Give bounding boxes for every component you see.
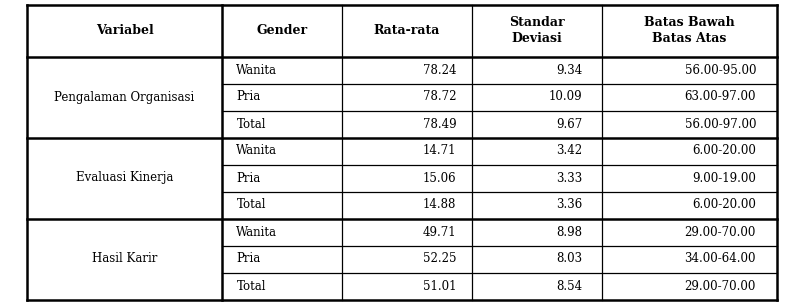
Text: Pria: Pria: [236, 171, 260, 185]
Bar: [601, 164, 776, 192]
Bar: [471, 164, 601, 192]
Bar: [222, 164, 341, 192]
Text: 15.06: 15.06: [422, 171, 456, 185]
Text: 9.67: 9.67: [556, 118, 582, 130]
Text: 49.71: 49.71: [422, 226, 456, 239]
Text: 14.88: 14.88: [422, 199, 456, 212]
Text: 8.54: 8.54: [556, 279, 582, 292]
Bar: [341, 272, 471, 299]
Bar: [341, 246, 471, 272]
Text: 78.24: 78.24: [422, 64, 456, 77]
Bar: [471, 110, 601, 137]
Bar: [27, 84, 222, 110]
Bar: [27, 137, 222, 164]
Bar: [471, 137, 601, 164]
Bar: [27, 110, 222, 137]
Bar: [471, 219, 601, 246]
Text: Total: Total: [236, 118, 266, 130]
Text: 56.00-95.00: 56.00-95.00: [683, 64, 755, 77]
Text: 3.36: 3.36: [556, 199, 582, 212]
Text: 63.00-97.00: 63.00-97.00: [683, 91, 755, 103]
Text: 3.33: 3.33: [556, 171, 582, 185]
Bar: [341, 57, 471, 84]
Text: 78.72: 78.72: [422, 91, 456, 103]
Bar: [471, 192, 601, 219]
Bar: [27, 219, 222, 246]
Text: 10.09: 10.09: [548, 91, 582, 103]
Text: 3.42: 3.42: [556, 144, 582, 157]
Bar: [222, 110, 341, 137]
Text: 56.00-97.00: 56.00-97.00: [683, 118, 755, 130]
Text: Wanita: Wanita: [236, 226, 277, 239]
Bar: [222, 57, 341, 84]
Text: Evaluasi Kinerja: Evaluasi Kinerja: [75, 171, 173, 185]
Bar: [471, 246, 601, 272]
Text: 34.00-64.00: 34.00-64.00: [683, 253, 755, 265]
Bar: [341, 164, 471, 192]
Bar: [341, 84, 471, 110]
Bar: [27, 57, 222, 84]
Text: 29.00-70.00: 29.00-70.00: [684, 226, 755, 239]
Text: 6.00-20.00: 6.00-20.00: [691, 144, 755, 157]
Text: 9.00-19.00: 9.00-19.00: [691, 171, 755, 185]
Text: 78.49: 78.49: [422, 118, 456, 130]
Bar: [601, 246, 776, 272]
Text: 8.03: 8.03: [556, 253, 582, 265]
Text: 9.34: 9.34: [556, 64, 582, 77]
Text: 14.71: 14.71: [422, 144, 456, 157]
Bar: [341, 192, 471, 219]
Text: Pengalaman Organisasi: Pengalaman Organisasi: [55, 91, 194, 103]
Text: 51.01: 51.01: [422, 279, 456, 292]
Bar: [601, 137, 776, 164]
Bar: [222, 192, 341, 219]
Bar: [222, 272, 341, 299]
Bar: [471, 84, 601, 110]
Text: Pria: Pria: [236, 253, 260, 265]
Bar: [471, 57, 601, 84]
Text: Pria: Pria: [236, 91, 260, 103]
Bar: [341, 219, 471, 246]
Bar: [341, 137, 471, 164]
Text: Standar
Deviasi: Standar Deviasi: [508, 16, 565, 44]
Text: Hasil Karir: Hasil Karir: [92, 253, 157, 265]
Text: 6.00-20.00: 6.00-20.00: [691, 199, 755, 212]
Bar: [601, 84, 776, 110]
Text: Gender: Gender: [256, 24, 308, 37]
Text: Wanita: Wanita: [236, 144, 277, 157]
Bar: [601, 272, 776, 299]
Text: Total: Total: [236, 279, 266, 292]
Text: Rata-rata: Rata-rata: [373, 24, 439, 37]
Bar: [601, 110, 776, 137]
Bar: [601, 57, 776, 84]
Bar: [27, 246, 222, 272]
Bar: [341, 110, 471, 137]
Bar: [601, 192, 776, 219]
Text: 52.25: 52.25: [422, 253, 456, 265]
Text: 8.98: 8.98: [556, 226, 582, 239]
Text: Variabel: Variabel: [96, 24, 153, 37]
Bar: [27, 192, 222, 219]
Bar: [601, 219, 776, 246]
Text: Wanita: Wanita: [236, 64, 277, 77]
Bar: [471, 272, 601, 299]
Bar: [27, 272, 222, 299]
Bar: [222, 84, 341, 110]
Bar: [27, 164, 222, 192]
Text: Total: Total: [236, 199, 266, 212]
Text: 29.00-70.00: 29.00-70.00: [684, 279, 755, 292]
Text: Batas Bawah
Batas Atas: Batas Bawah Batas Atas: [643, 16, 734, 44]
Bar: [222, 246, 341, 272]
Bar: [222, 219, 341, 246]
Bar: [222, 137, 341, 164]
